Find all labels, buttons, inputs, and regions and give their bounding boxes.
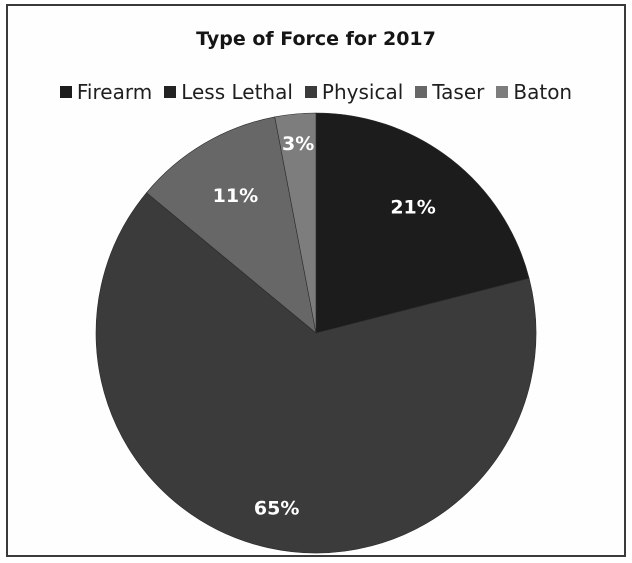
legend-item-baton: Baton [496,80,572,104]
legend-item-taser: Taser [415,80,484,104]
legend-swatch [164,86,177,98]
pie-slice-baton [274,112,317,334]
chart-title: Type of Force for 2017 [196,28,436,50]
pie-slice-taser [146,116,317,334]
chart-legend: Firearm Less Lethal Physical Taser Baton [0,80,632,104]
slice-label-firearm: 21% [390,196,435,218]
legend-label: Physical [321,80,404,104]
legend-swatch [304,86,317,98]
legend-label: Less Lethal [181,80,293,104]
legend-swatch [59,86,72,98]
pie-slice-firearm [315,112,530,334]
pie-slice-physical [95,192,537,554]
legend-swatch [496,86,509,98]
slice-label-taser: 11% [213,185,258,207]
legend-item-firearm: Firearm [59,80,153,104]
legend-swatch [415,86,428,98]
slice-label-baton: 3% [282,133,314,155]
legend-label: Taser [432,80,485,104]
legend-label: Baton [513,80,573,104]
legend-label: Firearm [76,80,153,104]
legend-item-less-lethal: Less Lethal [164,80,293,104]
legend-item-physical: Physical [304,80,404,104]
slice-label-physical: 65% [254,498,299,520]
